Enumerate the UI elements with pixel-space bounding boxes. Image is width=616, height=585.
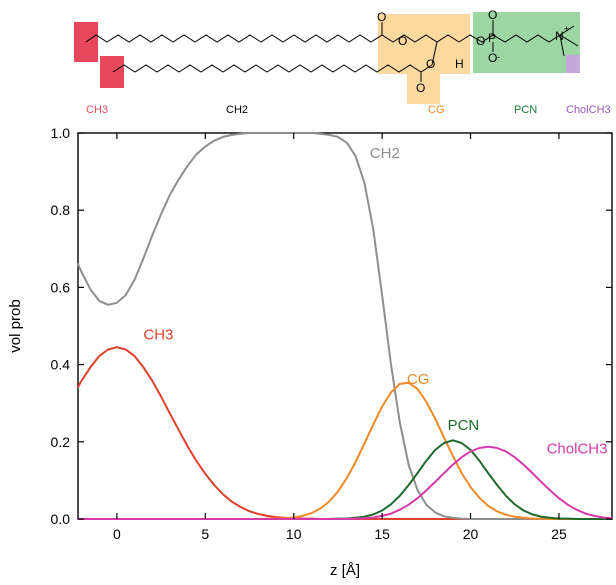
series-line-cg (77, 381, 613, 520)
series-lines (77, 132, 613, 520)
series-line-cholch3 (77, 445, 613, 520)
x-tick-label: 0 (113, 526, 121, 542)
group-label-ch3: CH3 (86, 104, 108, 116)
x-tick-label: 10 (286, 526, 302, 542)
series-line-ch2 (77, 132, 613, 520)
series-label-cg: CG (407, 371, 430, 388)
group-label-ch2: CH2 (226, 104, 248, 116)
group-label-pcn: PCN (514, 104, 537, 116)
lower-acyl-chain (112, 64, 433, 73)
methyl-bond-3 (559, 34, 579, 47)
atom-o-minus: - (497, 52, 500, 62)
glycerol-link (431, 41, 438, 66)
x-axis-ticks: 0 5 10 15 20 25 (113, 133, 567, 542)
headgroup-backbone (458, 34, 561, 43)
atom-o-phosphate-link: O (476, 34, 485, 48)
y-tick-label: 0.8 (51, 202, 71, 218)
upper-acyl-chain (85, 34, 460, 43)
group-label-cg: CG (428, 104, 445, 116)
atom-o-carbonyl-lower: O (416, 81, 425, 95)
atom-h: H (455, 57, 464, 71)
series-label-ch3: CH3 (143, 327, 173, 344)
cg-highlight-lower (407, 60, 440, 104)
y-tick-label: 1.0 (51, 125, 71, 141)
y-tick-label: 0.4 (51, 357, 71, 373)
atom-o-ester-upper: O (398, 34, 407, 48)
cholch3-highlight (566, 55, 580, 73)
series-label-pcn: PCN (448, 417, 480, 434)
methyl-bond-1 (559, 25, 575, 36)
series-line-ch3 (77, 346, 613, 520)
methyl-bond-2 (559, 34, 565, 57)
atom-n-plus: + (564, 24, 569, 34)
x-tick-label: 5 (201, 526, 209, 542)
ch3-highlight-bottom (100, 56, 124, 88)
molecule-diagram: O O O O H O P O O - N + CH3 CH2 CG PCN C… (74, 8, 611, 116)
atom-o-phosphate-bottom: O (488, 51, 497, 65)
y-axis-label: vol prob (7, 299, 24, 352)
x-tick-label: 25 (551, 526, 567, 542)
y-axis-ticks: 0.0 0.2 0.4 0.6 0.8 1.0 (51, 125, 612, 527)
atom-o-phosphate-top: O (488, 8, 497, 22)
atom-o-ester-lower: O (426, 57, 435, 71)
atom-o-carbonyl-upper: O (377, 10, 386, 24)
y-tick-label: 0.0 (51, 511, 71, 527)
x-axis-label: z [Å] (330, 562, 360, 579)
y-tick-label: 0.6 (51, 279, 71, 295)
y-tick-label: 0.2 (51, 434, 71, 450)
series-labels: CH3 CH2 CG PCN CholCH3 (143, 145, 607, 457)
pcn-highlight (473, 12, 580, 73)
group-label-cholch3: CholCH3 (566, 104, 611, 116)
x-tick-label: 20 (463, 526, 479, 542)
series-label-ch2: CH2 (370, 145, 400, 162)
series-label-cholch3: CholCH3 (547, 440, 608, 457)
atom-p: P (488, 31, 496, 45)
x-tick-label: 15 (374, 526, 390, 542)
atom-n: N (555, 29, 564, 43)
